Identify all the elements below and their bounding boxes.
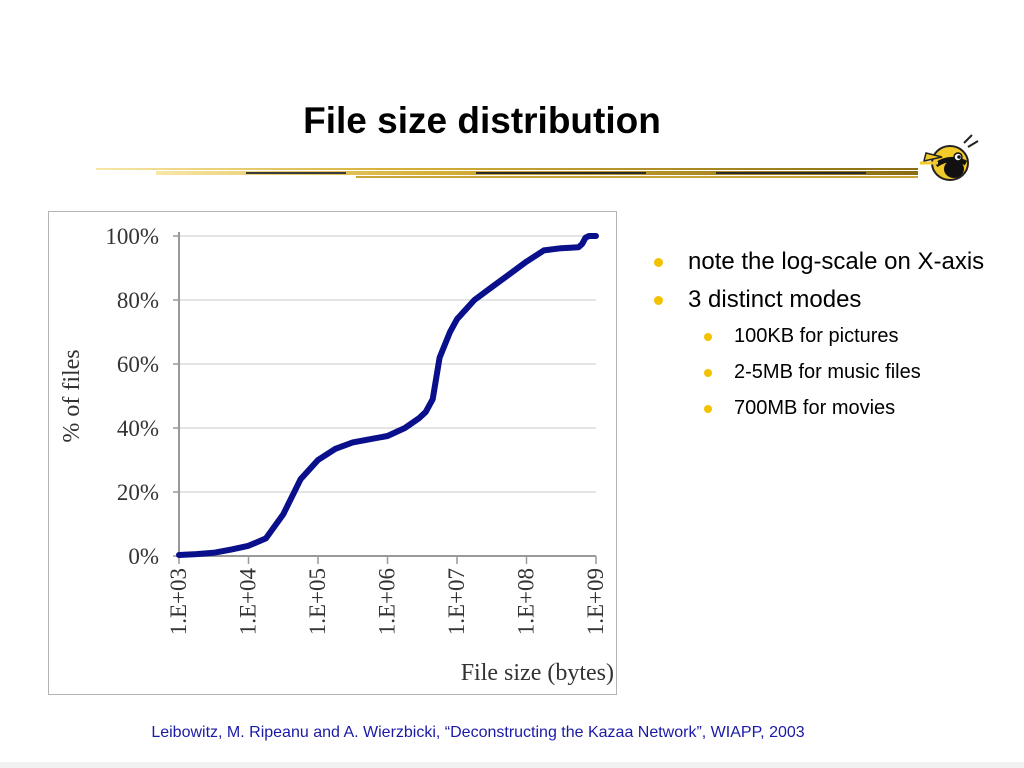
bullet-dot-icon — [704, 369, 712, 377]
x-tick-label: 1.E+08 — [514, 568, 539, 635]
sub-bullet-text: 2-5MB for music files — [734, 361, 921, 383]
x-tick-label: 1.E+06 — [375, 568, 400, 635]
bullet-dot-icon — [704, 405, 712, 413]
file-size-cdf-chart: 0% 20% 40% 60% 80% 100% 1.E+03 1.E+04 1.E+05 1.E+… — [59, 224, 614, 686]
sub-bullet-item: 700MB for movies — [648, 394, 1008, 422]
sub-bullet-item: 2-5MB for music files — [648, 358, 1008, 386]
y-tick-label: 20% — [117, 480, 159, 505]
bullet-dot-icon — [704, 333, 712, 341]
y-tick-label: 40% — [117, 416, 159, 441]
bullet-dot-icon — [654, 296, 663, 305]
y-axis-title: % of files — [59, 349, 85, 442]
title-underline-decoration — [96, 168, 918, 178]
yellow-jacket-bee-icon — [920, 134, 979, 181]
x-tick-label: 1.E+07 — [444, 568, 469, 635]
x-tick-label: 1.E+04 — [236, 568, 261, 636]
bottom-divider — [0, 762, 1024, 768]
bullet-text: 3 distinct modes — [688, 286, 862, 313]
sub-bullet-text: 700MB for movies — [734, 397, 896, 419]
sub-bullet-item: 100KB for pictures — [648, 322, 1008, 350]
x-tick-label: 1.E+03 — [166, 568, 191, 635]
y-tick-label: 100% — [105, 224, 159, 249]
slide-title: File size distribution — [303, 100, 661, 141]
y-tick-label: 80% — [117, 288, 159, 313]
bullet-item: 3 distinct modes — [648, 284, 1008, 316]
citation-footer: Leibowitz, M. Ripeanu and A. Wierzbicki,… — [151, 724, 805, 741]
bullet-dot-icon — [654, 258, 663, 267]
x-tick-label: 1.E+05 — [305, 568, 330, 635]
chart-frame: 0% 20% 40% 60% 80% 100% 1.E+03 1.E+04 1.E+05 1.E+… — [48, 211, 617, 695]
bullet-list: note the log-scale on X-axis 3 distinct … — [648, 246, 1008, 430]
y-tick-label: 0% — [128, 544, 159, 569]
y-tick-label: 60% — [117, 352, 159, 377]
sub-bullet-text: 100KB for pictures — [734, 325, 899, 347]
cdf-series-line — [176, 233, 599, 558]
x-tick-label: 1.E+09 — [583, 568, 608, 635]
bullet-text: note the log-scale on X-axis — [688, 248, 985, 275]
x-axis-title: File size (bytes) — [461, 660, 614, 686]
bullet-item: note the log-scale on X-axis — [648, 246, 1008, 278]
